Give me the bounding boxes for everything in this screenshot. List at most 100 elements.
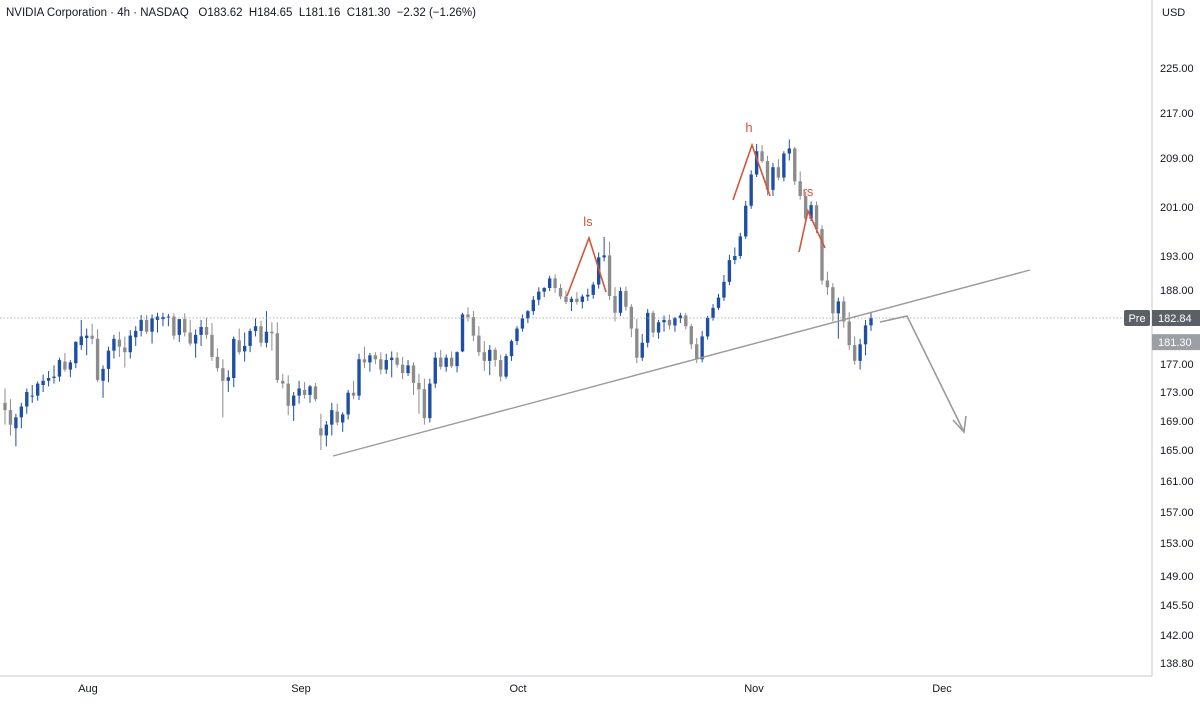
candle-body bbox=[635, 328, 639, 358]
candle-body bbox=[291, 395, 296, 406]
candle-body bbox=[820, 229, 824, 281]
pattern-peak-line bbox=[732, 142, 771, 201]
candle-body bbox=[803, 195, 808, 219]
candle-body bbox=[776, 167, 781, 178]
candle-body bbox=[542, 287, 546, 292]
candle-body bbox=[79, 336, 83, 346]
candle-body bbox=[733, 256, 737, 261]
candle bbox=[575, 292, 579, 305]
candle-body bbox=[705, 317, 710, 337]
candle bbox=[340, 412, 345, 432]
candle bbox=[776, 159, 781, 181]
y-tick-label: 217.00 bbox=[1160, 108, 1194, 120]
candle-body bbox=[509, 341, 514, 357]
candle-body bbox=[515, 328, 519, 342]
candle bbox=[150, 314, 154, 344]
candle bbox=[591, 281, 595, 299]
candle-body bbox=[308, 386, 312, 395]
neckline-trendline bbox=[332, 269, 1031, 457]
candle bbox=[63, 352, 67, 372]
candle-body bbox=[379, 359, 383, 370]
candle-body bbox=[90, 335, 94, 339]
x-tick-label: Oct bbox=[509, 683, 526, 695]
candle bbox=[286, 375, 290, 416]
candle-body bbox=[117, 339, 122, 347]
candle bbox=[210, 323, 214, 361]
candle-body bbox=[814, 205, 819, 230]
candle bbox=[569, 296, 574, 312]
candle-body bbox=[662, 319, 666, 323]
candle-body bbox=[439, 357, 443, 367]
candle-body bbox=[531, 299, 536, 312]
candle bbox=[498, 354, 503, 382]
candle bbox=[782, 151, 786, 182]
pattern-peak-line bbox=[798, 208, 826, 253]
candle-body bbox=[395, 357, 399, 365]
y-tick-label: 188.00 bbox=[1160, 285, 1194, 297]
candle-body bbox=[771, 167, 775, 190]
candle-body bbox=[667, 319, 672, 326]
candle bbox=[275, 322, 280, 383]
candle-body bbox=[460, 314, 465, 352]
candle bbox=[673, 317, 677, 332]
candle-body bbox=[46, 378, 51, 381]
candle-body bbox=[651, 312, 655, 333]
last-value-box bbox=[1152, 334, 1200, 351]
candle bbox=[368, 352, 372, 372]
candle bbox=[8, 399, 13, 436]
candle-body bbox=[569, 298, 574, 302]
candle bbox=[172, 313, 176, 340]
price-axis[interactable]: 225.00 217.00 209.00 201.00 193.00 188.00 177.… bbox=[1160, 63, 1194, 670]
candle-body bbox=[417, 382, 421, 390]
candle bbox=[319, 413, 323, 450]
candle bbox=[798, 171, 802, 200]
candle-body bbox=[591, 284, 595, 295]
candle-body bbox=[602, 255, 606, 258]
candle bbox=[869, 312, 873, 331]
candle bbox=[738, 232, 742, 259]
pre-label-box bbox=[1124, 310, 1150, 326]
candle bbox=[689, 323, 693, 350]
chart-header: NVIDIA Corporation · 4h · NASDAQ O183.62… bbox=[6, 7, 476, 19]
candle bbox=[351, 380, 356, 400]
candle bbox=[68, 360, 73, 378]
candle bbox=[400, 356, 405, 380]
candle-body bbox=[95, 338, 100, 381]
close-value: 181.30 bbox=[355, 7, 391, 19]
candle bbox=[667, 314, 672, 330]
candle-body bbox=[547, 278, 552, 288]
candle bbox=[35, 381, 40, 401]
last-price-tag: 181.30 bbox=[1152, 334, 1200, 351]
candle bbox=[651, 310, 655, 338]
candle bbox=[607, 241, 612, 300]
candle-body bbox=[248, 330, 252, 346]
candle bbox=[646, 308, 650, 348]
candle-body bbox=[449, 357, 454, 367]
candle bbox=[444, 354, 448, 372]
candle bbox=[46, 371, 51, 387]
time-axis[interactable]: Aug Sep Oct Nov Dec bbox=[78, 683, 952, 695]
y-tick-label: 209.00 bbox=[1160, 153, 1194, 165]
candle bbox=[362, 346, 367, 369]
candle bbox=[117, 331, 122, 357]
candle-body bbox=[57, 360, 62, 377]
candle-body bbox=[177, 319, 181, 335]
annotations: ls h rs bbox=[566, 120, 826, 297]
candle-body bbox=[74, 341, 78, 364]
candle bbox=[422, 378, 427, 425]
y-tick-label: 225.00 bbox=[1160, 63, 1194, 75]
candle bbox=[449, 351, 454, 369]
candle-body bbox=[242, 345, 247, 352]
change-value: −2.32 (−1.26%) bbox=[396, 7, 476, 19]
candle bbox=[564, 291, 568, 305]
candle bbox=[831, 283, 835, 322]
last-value: 181.30 bbox=[1158, 337, 1192, 349]
candle bbox=[297, 380, 301, 404]
candle bbox=[618, 287, 623, 317]
candle-body bbox=[455, 352, 459, 367]
candle bbox=[852, 336, 857, 365]
candle-body bbox=[488, 349, 492, 361]
candle-body bbox=[41, 380, 45, 385]
candle bbox=[580, 294, 585, 309]
